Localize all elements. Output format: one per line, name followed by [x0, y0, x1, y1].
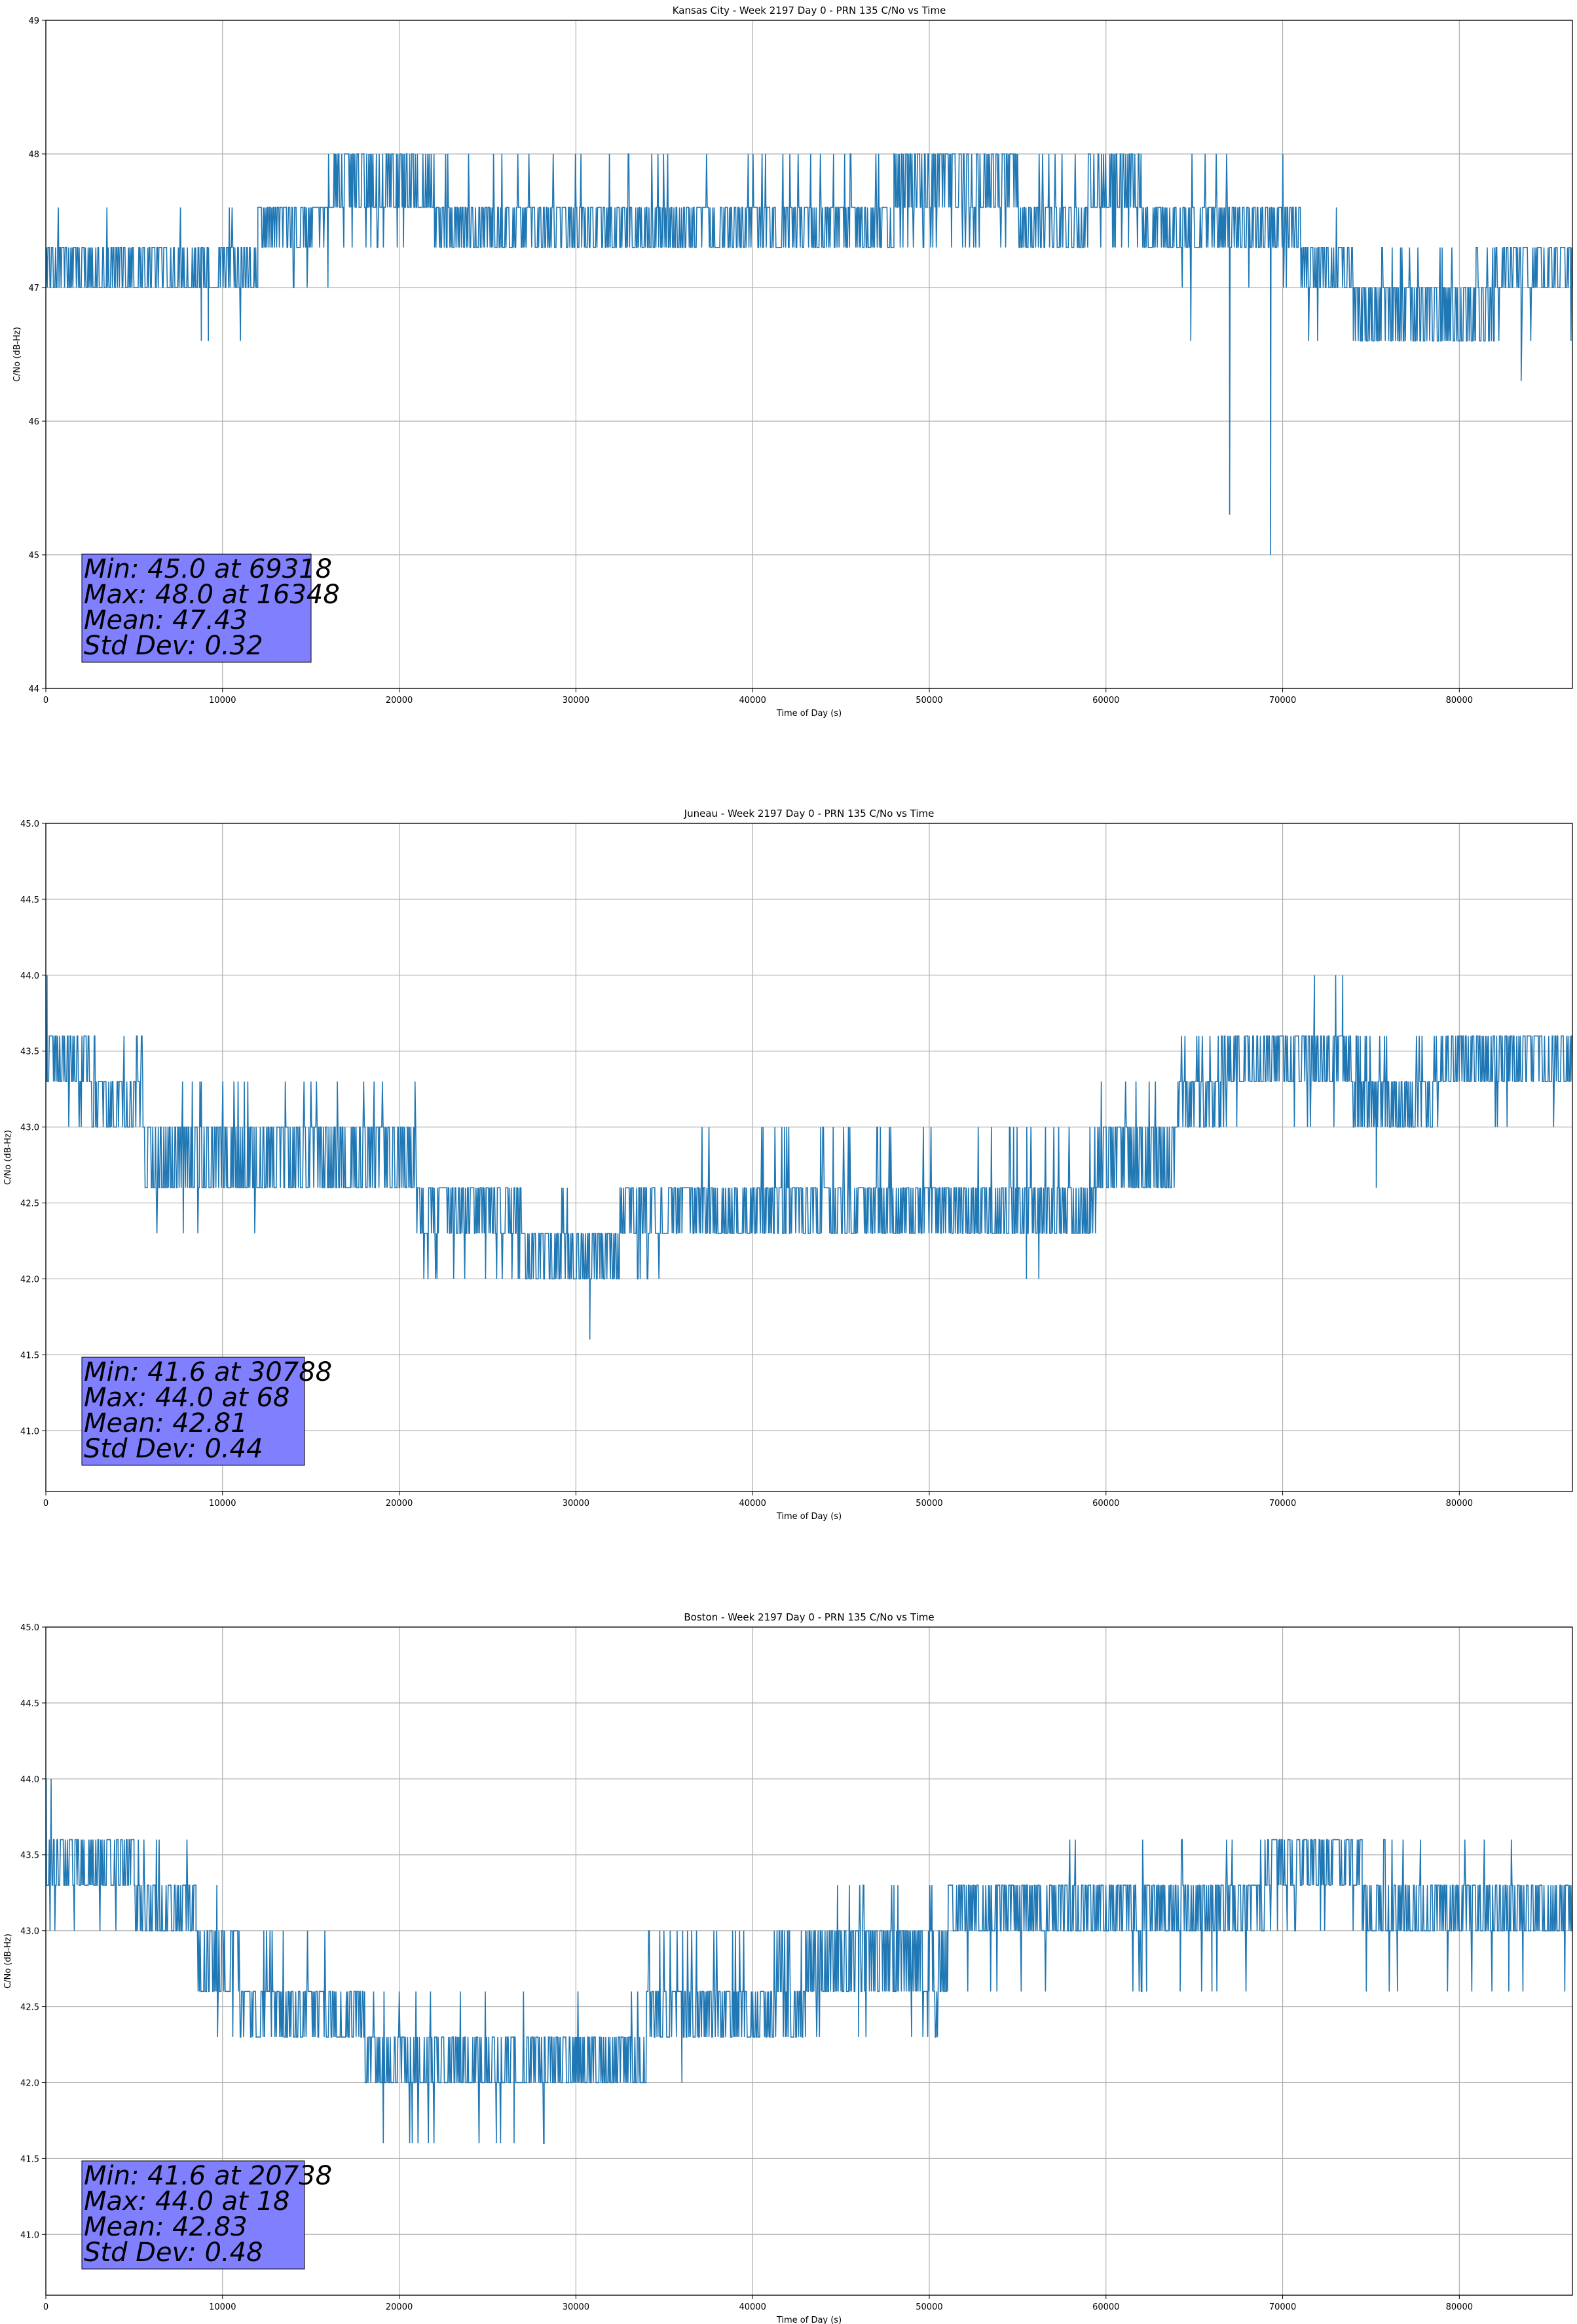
series-line: [46, 975, 1572, 1340]
y-tick-label: 41.0: [20, 1427, 39, 1436]
y-tick-label: 44.5: [20, 1699, 39, 1709]
stat-std: Std Dev: 0.48: [84, 2238, 263, 2268]
stat-min: Min: 41.6 at 20738: [84, 2161, 332, 2191]
y-tick-label: 43.0: [20, 1927, 39, 1937]
y-axis-label: C/No (dB-Hz): [3, 1130, 13, 1185]
x-tick-label: 30000: [563, 1499, 589, 1509]
y-axis-label: C/No (dB-Hz): [12, 327, 22, 382]
chart-title: Kansas City - Week 2197 Day 0 - PRN 135 …: [673, 5, 946, 16]
series-line: [46, 153, 1572, 555]
y-tick-label: 42.5: [20, 1199, 39, 1209]
y-tick-label: 48: [28, 150, 39, 160]
stat-max: Max: 48.0 at 16348: [84, 580, 340, 610]
x-tick-label: 50000: [916, 696, 942, 705]
x-tick-label: 10000: [209, 696, 236, 705]
stat-mean: Mean: 42.81: [84, 1408, 248, 1438]
x-tick-label: 40000: [739, 696, 766, 705]
x-tick-label: 10000: [209, 2302, 236, 2312]
y-tick-label: 41.5: [20, 1351, 39, 1360]
x-tick-label: 80000: [1446, 696, 1473, 705]
axes-frame: [45, 823, 1573, 1492]
stats-box-background: [81, 2160, 305, 2270]
x-tick-label: 30000: [563, 696, 589, 705]
axes-frame: [45, 1626, 1573, 2296]
x-tick-label: 50000: [916, 2302, 942, 2312]
axes-frame: [45, 20, 1573, 689]
stat-max: Max: 44.0 at 68: [84, 1383, 289, 1413]
series-line: [46, 1778, 1572, 2144]
chart-panel-1: Juneau - Week 2197 Day 0 - PRN 135 C/No …: [3, 808, 1573, 1522]
y-tick-label: 44: [28, 684, 39, 694]
y-tick-label: 46: [28, 417, 39, 427]
x-tick-label: 0: [43, 2302, 48, 2312]
y-tick-label: 44.5: [20, 895, 39, 905]
x-tick-label: 40000: [739, 1499, 766, 1509]
y-axis-label: C/No (dB-Hz): [3, 1934, 13, 1989]
grid: [45, 823, 1572, 1491]
x-tick-label: 60000: [1092, 696, 1119, 705]
x-tick-label: 0: [43, 1499, 48, 1509]
x-tick-label: 80000: [1446, 2302, 1473, 2312]
y-tick-label: 41.5: [20, 2154, 39, 2164]
x-tick-label: 30000: [563, 2302, 589, 2312]
y-tick-label: 41.0: [20, 2230, 39, 2240]
stat-min: Min: 41.6 at 30788: [84, 1357, 332, 1387]
chart-title: Boston - Week 2197 Day 0 - PRN 135 C/No …: [684, 1611, 934, 1623]
y-tick-label: 45.0: [20, 1623, 39, 1633]
x-tick-label: 70000: [1269, 696, 1296, 705]
x-tick-label: 60000: [1092, 2302, 1119, 2312]
stats-box-background: [81, 1357, 305, 1466]
x-axis-label: Time of Day (s): [776, 1512, 842, 1522]
stat-std: Std Dev: 0.32: [84, 631, 263, 661]
y-tick-label: 42.0: [20, 1275, 39, 1284]
y-tick-label: 42.5: [20, 2003, 39, 2013]
x-tick-label: 0: [43, 696, 48, 705]
x-tick-label: 20000: [386, 696, 413, 705]
x-tick-label: 60000: [1092, 1499, 1119, 1509]
x-axis-label: Time of Day (s): [776, 2315, 842, 2324]
x-tick-label: 70000: [1269, 1499, 1296, 1509]
y-tick-label: 44.0: [20, 1775, 39, 1785]
x-tick-label: 10000: [209, 1499, 236, 1509]
x-tick-label: 40000: [739, 2302, 766, 2312]
chart-title: Juneau - Week 2197 Day 0 - PRN 135 C/No …: [684, 808, 935, 819]
y-tick-label: 47: [28, 284, 39, 293]
y-tick-label: 45: [28, 551, 39, 561]
chart-panel-0: Kansas City - Week 2197 Day 0 - PRN 135 …: [12, 5, 1573, 719]
y-tick-label: 43.5: [20, 1851, 39, 1861]
y-tick-label: 43.5: [20, 1047, 39, 1057]
y-tick-label: 49: [28, 16, 39, 26]
y-tick-label: 44.0: [20, 971, 39, 981]
x-axis-label: Time of Day (s): [776, 709, 842, 719]
x-tick-label: 20000: [386, 2302, 413, 2312]
stat-mean: Mean: 47.43: [84, 605, 248, 635]
x-tick-label: 50000: [916, 1499, 942, 1509]
stat-std: Std Dev: 0.44: [84, 1434, 263, 1464]
chart-panel-2: Boston - Week 2197 Day 0 - PRN 135 C/No …: [3, 1611, 1573, 2324]
y-tick-label: 43.0: [20, 1123, 39, 1133]
stat-max: Max: 44.0 at 18: [84, 2186, 289, 2217]
y-tick-label: 42.0: [20, 2078, 39, 2088]
stat-min: Min: 45.0 at 69318: [84, 554, 332, 584]
y-tick-label: 45.0: [20, 819, 39, 829]
stat-mean: Mean: 42.83: [84, 2212, 248, 2242]
x-tick-label: 70000: [1269, 2302, 1296, 2312]
stats-box-background: [81, 553, 312, 663]
x-tick-label: 80000: [1446, 1499, 1473, 1509]
x-tick-label: 20000: [386, 1499, 413, 1509]
